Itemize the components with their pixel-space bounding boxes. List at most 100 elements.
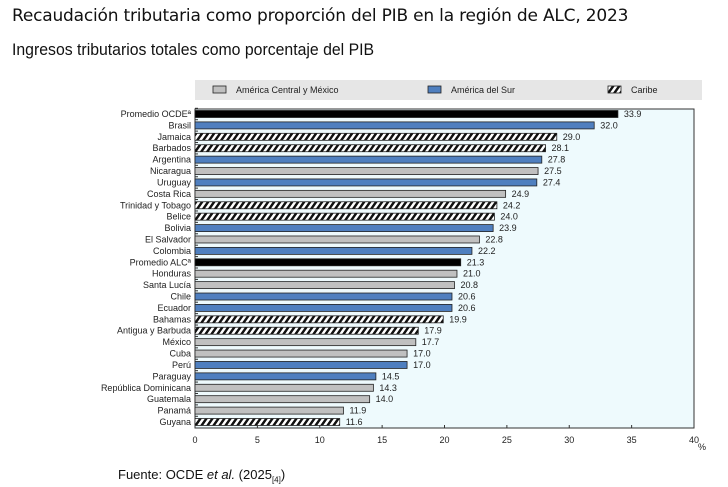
category-label: Nicaragua: [150, 166, 191, 176]
category-label: Guyana: [159, 417, 191, 427]
value-label: 17.0: [413, 349, 431, 359]
category-label: Costa Rica: [147, 189, 191, 199]
bar-Promedio ALCª: [194, 258, 462, 267]
bar-Chile: [194, 292, 453, 301]
category-label: Promedio ALCª: [130, 257, 192, 267]
bar-Trinidad y Tobago: [194, 201, 498, 210]
bar-Uruguay: [194, 178, 538, 187]
x-tick-label: 10: [315, 435, 325, 445]
x-axis-unit: %: [698, 442, 706, 452]
value-label: 27.4: [543, 177, 561, 187]
legend-swatch-central: [212, 85, 227, 94]
bar-Costa Rica: [194, 189, 507, 198]
chart-subtitle: Ingresos tributarios totales como porcen…: [12, 40, 375, 59]
category-label: Bolivia: [164, 223, 191, 233]
x-tick-label: 30: [564, 435, 574, 445]
value-label: 24.0: [500, 212, 518, 222]
x-tick-label: 0: [192, 435, 197, 445]
bar-Promedio OCDEª: [194, 110, 619, 118]
page-title: Recaudación tributaria como proporción d…: [12, 6, 629, 26]
source-italic: et al.: [206, 467, 236, 482]
category-label: El Salvador: [145, 234, 191, 244]
bar-Bahamas: [194, 315, 444, 324]
bar-Belice: [194, 212, 495, 221]
category-label: Trinidad y Tobago: [120, 200, 191, 210]
value-label: 28.1: [552, 143, 570, 153]
category-label: Santa Lucía: [143, 280, 191, 290]
bar-Ecuador: [194, 304, 453, 312]
value-label: 17.0: [413, 360, 431, 370]
value-label: 17.9: [424, 326, 442, 336]
bar-Nicaragua: [194, 167, 539, 175]
category-label: Antigua y Barbuda: [117, 326, 191, 336]
bar-Guatemala: [194, 395, 371, 404]
category-label: Panamá: [157, 406, 191, 416]
legend-label-central: América Central y México: [236, 85, 339, 95]
value-label: 11.6: [346, 417, 363, 427]
category-label: Colombia: [153, 246, 191, 256]
bar-Honduras: [194, 269, 458, 278]
category-label: Guatemala: [147, 394, 191, 404]
category-label: Brasil: [168, 120, 191, 130]
value-label: 14.3: [379, 383, 397, 393]
category-label: República Dominicana: [101, 383, 191, 393]
value-label: 24.2: [503, 200, 521, 210]
value-label: 27.5: [544, 166, 562, 176]
category-label: Jamaica: [157, 132, 191, 142]
value-label: 21.3: [467, 257, 485, 267]
category-label: Belice: [166, 212, 191, 222]
bar-Barbados: [194, 144, 546, 153]
bar-Perú: [194, 361, 408, 369]
category-label: Barbados: [152, 143, 191, 153]
source-year: (2025: [235, 467, 272, 482]
category-label: Bahamas: [153, 314, 192, 324]
category-label: Paraguay: [152, 371, 191, 381]
category-label: Perú: [172, 360, 191, 370]
legend-label-sur: América del Sur: [451, 85, 515, 95]
x-tick-label: 40: [689, 435, 699, 445]
value-label: 19.9: [449, 314, 467, 324]
value-label: 33.9: [624, 109, 642, 119]
value-label: 24.9: [512, 189, 530, 199]
category-label: Argentina: [152, 155, 191, 165]
value-label: 11.9: [349, 406, 366, 416]
value-label: 14.0: [376, 394, 394, 404]
bar-Jamaica: [194, 132, 558, 141]
value-label: 23.9: [499, 223, 517, 233]
legend-swatch-sur: [427, 85, 442, 94]
category-label: Ecuador: [157, 303, 191, 313]
x-tick-label: 25: [502, 435, 512, 445]
bar-Brasil: [194, 121, 595, 130]
bar-El Salvador: [194, 235, 480, 244]
source-ref: [4]: [271, 475, 281, 485]
source-prefix: Fuente: OCDE: [118, 467, 207, 482]
bar-Panamá: [194, 406, 344, 415]
value-label: 20.8: [460, 280, 478, 290]
bar-Antigua y Barbuda: [194, 326, 419, 335]
bar-Bolivia: [194, 224, 494, 232]
category-label: México: [162, 337, 191, 347]
legend-label-caribe: Caribe: [631, 85, 658, 95]
category-label: Chile: [170, 292, 191, 302]
source-note: Fuente: OCDE et al. (2025[4]): [118, 467, 285, 485]
value-label: 29.0: [563, 132, 581, 142]
legend-swatch-caribe: [607, 85, 622, 94]
x-tick-label: 35: [627, 435, 637, 445]
value-label: 22.2: [478, 246, 496, 256]
bar-Guyana: [194, 418, 341, 426]
category-label: Promedio OCDEª: [121, 109, 192, 119]
value-label: 20.6: [458, 303, 476, 313]
bar-Santa Lucía: [194, 281, 455, 290]
bar-República Dominicana: [194, 383, 374, 392]
value-label: 32.0: [600, 120, 618, 130]
x-tick-label: 20: [439, 435, 449, 445]
value-label: 20.6: [458, 292, 476, 302]
value-label: 14.5: [382, 371, 400, 381]
bar-Colombia: [194, 246, 473, 255]
value-label: 17.7: [422, 337, 440, 347]
source-close: ): [280, 467, 286, 482]
category-label: Cuba: [169, 349, 191, 359]
x-tick-label: 5: [255, 435, 260, 445]
legend-background: [195, 80, 702, 100]
